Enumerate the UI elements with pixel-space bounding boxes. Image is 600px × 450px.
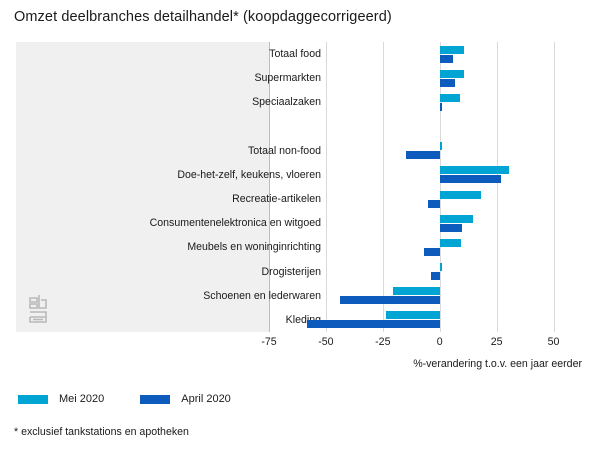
gridline: [269, 42, 270, 332]
bar-mei: [439, 214, 473, 223]
bar-april: [405, 151, 440, 160]
bar-mei: [393, 287, 440, 296]
page-title: Omzet deelbranches detailhandel* (koopda…: [14, 9, 392, 25]
gridlines: [269, 42, 582, 332]
plot-area: Totaal food Supermarkten Speciaalzaken Tota…: [16, 42, 582, 332]
bar-mei: [439, 142, 442, 151]
bar-mei: [439, 69, 464, 78]
bar-april: [439, 102, 442, 111]
bar-april: [306, 320, 440, 329]
bar-april: [430, 272, 440, 281]
bar-mei: [386, 311, 440, 320]
legend-swatch: [18, 394, 48, 404]
bar-april: [339, 296, 440, 305]
legend-label: April 2020: [181, 393, 231, 405]
footnote: * exclusief tankstations en apotheken: [14, 426, 189, 438]
category-label: Totaal food: [269, 48, 321, 61]
bar-mei: [439, 166, 510, 175]
bar-april: [439, 175, 502, 184]
bar-mei: [439, 190, 481, 199]
legend-item[interactable]: Mei 2020: [18, 393, 104, 405]
bar-april: [423, 247, 440, 256]
bar-april: [439, 78, 455, 87]
x-axis-title: %-verandering t.o.v. een jaar eerder: [413, 358, 582, 370]
bar-mei: [439, 263, 442, 272]
bar-mei: [439, 238, 462, 247]
bar-april: [439, 223, 463, 232]
category-label: Drogisterijen: [261, 265, 321, 278]
category-label: Doe-het-zelf, keukens, vloeren: [177, 168, 321, 181]
x-tick-label: 25: [490, 336, 503, 348]
gridline: [439, 42, 441, 332]
category-label: Meubels en woninginrichting: [187, 241, 321, 254]
x-tick-label: 50: [547, 336, 560, 348]
x-tick-label: 0: [436, 336, 443, 348]
x-tick-label: -75: [261, 336, 277, 348]
bar-april: [428, 199, 440, 208]
cbs-logo: [29, 295, 47, 323]
legend-swatch: [140, 394, 171, 404]
bar-mei: [439, 45, 464, 54]
x-tick-label: -25: [375, 336, 391, 348]
category-label: Supermarkten: [254, 72, 321, 85]
category-label: Consumentenelektronica en witgoed: [149, 217, 321, 230]
gridline: [325, 42, 327, 332]
bar-april: [439, 54, 454, 63]
bar-mei: [439, 93, 461, 102]
category-label: Speciaalzaken: [252, 96, 321, 109]
gridline: [496, 42, 498, 332]
category-label: Schoenen en lederwaren: [203, 289, 321, 302]
category-label-panel: [16, 42, 269, 332]
legend-item[interactable]: April 2020: [140, 393, 231, 405]
gridline: [382, 42, 384, 332]
legend: Mei 2020 April 2020: [18, 393, 267, 405]
gridline: [553, 42, 555, 332]
legend-label: Mei 2020: [59, 393, 105, 405]
category-label: Totaal non-food: [247, 144, 321, 157]
x-tick-label: -50: [318, 336, 334, 348]
category-label: Recreatie-artikelen: [232, 193, 321, 206]
